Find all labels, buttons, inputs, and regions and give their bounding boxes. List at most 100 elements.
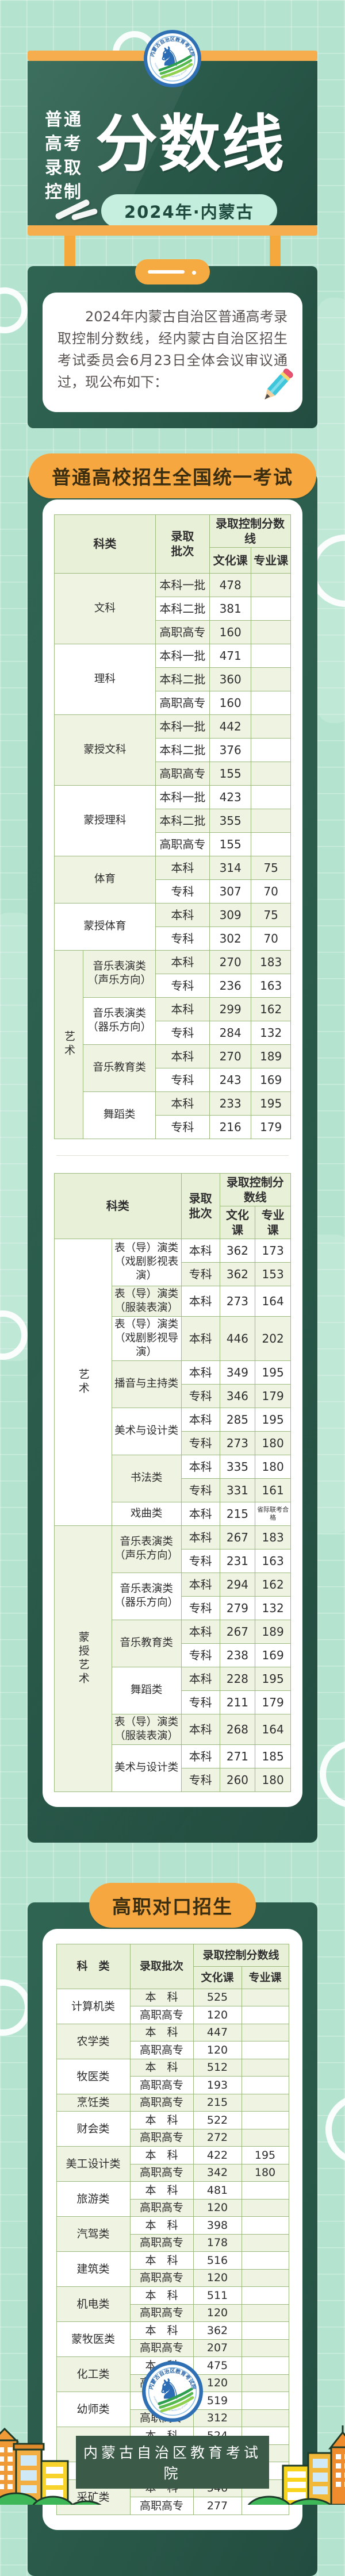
culture-score-cell: 216	[209, 1114, 252, 1139]
culture-score-cell: 362	[219, 1262, 256, 1286]
major-score-cell	[241, 2041, 289, 2059]
culture-score-cell: 270	[209, 949, 252, 974]
batch-cell: 专科	[155, 973, 210, 998]
batch-cell: 本科	[181, 1360, 220, 1385]
culture-score-cell: 376	[209, 737, 252, 762]
category-cell: 计算机类	[56, 1988, 131, 2024]
culture-score-cell: 511	[193, 2286, 242, 2305]
category-cell: 建筑类	[56, 2251, 131, 2287]
col-header-scoreline: 录取控制分数线	[219, 1172, 292, 1206]
culture-score-cell: 442	[209, 714, 252, 739]
major-score-cell: 162	[251, 997, 291, 1021]
culture-score-cell: 299	[209, 997, 252, 1021]
major-score-cell	[241, 2216, 289, 2235]
batch-cell: 本科	[181, 1454, 220, 1479]
category-cell: 表（导）演类 （戏剧影视导演）	[111, 1316, 182, 1361]
culture-score-cell: 346	[219, 1383, 256, 1408]
culture-score-cell: 273	[219, 1285, 256, 1317]
hanging-straps	[28, 234, 317, 267]
culture-score-cell: 331	[219, 1478, 256, 1502]
category-cell: 文科	[54, 572, 156, 644]
major-score-cell: 161	[255, 1478, 291, 1502]
col-header-batch: 录取 批次	[155, 514, 210, 574]
major-score-cell: 195	[255, 1407, 291, 1432]
major-score-cell	[251, 761, 291, 786]
culture-score-cell: 233	[209, 1091, 252, 1116]
major-score-cell	[241, 2006, 289, 2024]
major-score-cell: 195	[255, 1360, 291, 1385]
category-cell: 音乐表演类 （声乐方向）	[111, 1525, 182, 1573]
col-header-major: 专业课	[241, 1966, 289, 1989]
intro-card: 2024年内蒙古自治区普通高考录取控制分数线，经内蒙古自治区招生考试委员会6月2…	[43, 293, 302, 412]
intro-text: 2024年内蒙古自治区普通高考录取控制分数线，经内蒙古自治区招生考试委员会6月2…	[57, 309, 288, 390]
major-score-cell	[251, 690, 291, 715]
culture-score-cell: 231	[219, 1548, 256, 1573]
batch-cell: 高职高专	[129, 2233, 194, 2252]
background-patch	[299, 1235, 345, 1533]
batch-cell: 本科一批	[155, 643, 210, 668]
ring-decoration	[0, 287, 28, 333]
category-cell: 理科	[54, 643, 156, 715]
batch-cell: 本 科	[129, 2321, 194, 2340]
major-score-cell	[241, 2374, 289, 2393]
culture-score-cell: 422	[193, 2146, 242, 2164]
score-table: 科类 录取 批次 录取控制分数线 文化课 专业课 文科 本科一批 478 本科二批 381 高职高专…	[53, 514, 292, 1139]
vertical-label: 普通 高考 录取 控制	[45, 110, 83, 202]
section-title: 高职对口招生	[112, 1895, 233, 1918]
section-title-pill: 高职对口招生	[89, 1882, 256, 1928]
col-header-category: 科类	[54, 1172, 182, 1239]
major-score-cell: 185	[255, 1744, 291, 1768]
category-cell: 表（导）演类 （服装表演）	[111, 1285, 182, 1317]
batch-cell: 本科	[181, 1316, 220, 1361]
batch-cell: 高职高专	[129, 2128, 194, 2147]
major-score-cell: 164	[255, 1285, 291, 1317]
batch-cell: 高职高专	[129, 2006, 194, 2024]
major-score-cell: 202	[255, 1316, 291, 1361]
major-score-cell: 173	[255, 1238, 291, 1263]
category-cell: 美工设计类	[56, 2146, 131, 2182]
major-score-cell: 70	[251, 879, 291, 903]
culture-score-cell: 285	[219, 1407, 256, 1432]
culture-score-cell: 307	[209, 879, 252, 903]
major-score-cell	[251, 785, 291, 809]
major-score-cell: 179	[251, 1114, 291, 1139]
col-header-culture: 文化课	[219, 1205, 256, 1239]
batch-cell: 本 科	[129, 2146, 194, 2164]
batch-cell: 专科	[155, 1067, 210, 1092]
category-cell: 牧医类	[56, 2058, 131, 2094]
major-score-cell	[241, 2409, 289, 2428]
major-score-cell	[251, 832, 291, 856]
category-cell: 音乐表演类 （器乐方向）	[83, 997, 156, 1045]
batch-cell: 专科	[155, 879, 210, 903]
batch-cell: 本科	[181, 1407, 220, 1432]
batch-cell: 本科	[155, 902, 210, 927]
culture-score-cell: 309	[209, 902, 252, 927]
group-label-cell: 蒙授艺术	[54, 1525, 112, 1792]
batch-cell: 本科	[155, 997, 210, 1021]
major-score-cell: 180	[241, 2163, 289, 2182]
ring-decoration	[0, 1979, 31, 2036]
major-score-cell: 169	[255, 1643, 291, 1667]
batch-cell: 本 科	[129, 1988, 194, 2007]
culture-score-cell: 335	[219, 1454, 256, 1479]
culture-score-cell: 512	[193, 2058, 242, 2077]
batch-cell: 本 科	[129, 2251, 194, 2270]
culture-score-cell: 381	[209, 596, 252, 621]
vertical-label-line: 录取	[45, 158, 83, 178]
major-score-cell	[251, 572, 291, 597]
batch-cell: 本科	[181, 1666, 220, 1691]
batch-cell: 本科	[181, 1713, 220, 1745]
batch-cell: 本科	[155, 1091, 210, 1116]
col-header-culture: 文化课	[193, 1966, 242, 1989]
batch-cell: 专科	[181, 1383, 220, 1408]
batch-cell: 专科	[181, 1595, 220, 1620]
major-score-cell	[251, 808, 291, 833]
batch-cell: 专科	[181, 1643, 220, 1667]
col-header-category: 科类	[54, 514, 156, 574]
culture-score-cell: 302	[209, 926, 252, 951]
culture-score-cell: 398	[193, 2216, 242, 2235]
culture-score-cell: 236	[209, 973, 252, 998]
batch-cell: 本科	[181, 1744, 220, 1768]
batch-cell: 专科	[155, 1114, 210, 1139]
col-header-batch: 录取 批次	[181, 1172, 220, 1239]
